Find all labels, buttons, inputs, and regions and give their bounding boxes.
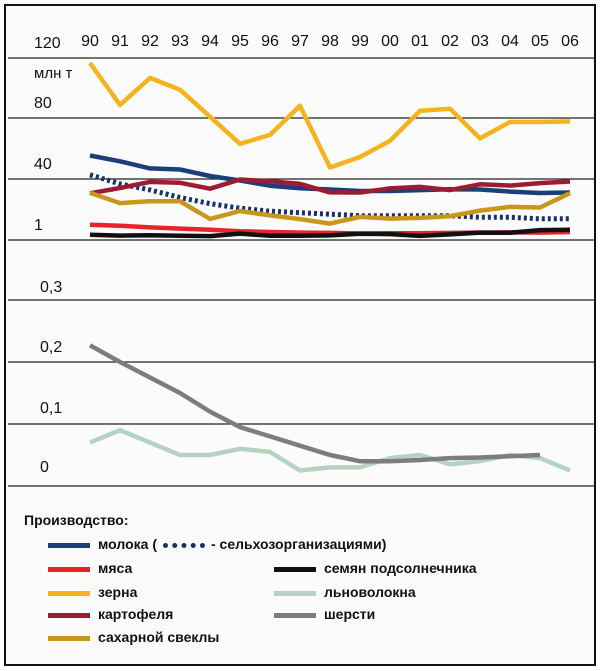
legend-item-meat: мяса bbox=[48, 560, 132, 576]
y-tick-label: 40 bbox=[34, 156, 52, 173]
y-tick-label: 120 bbox=[34, 35, 61, 52]
series-line-семян-подсолнечника bbox=[89, 227, 571, 239]
legend-label-grain: зерна bbox=[98, 584, 138, 600]
sugarbeet-swatch bbox=[48, 635, 90, 641]
x-tick-label: 06 bbox=[561, 33, 579, 50]
series-lines bbox=[88, 61, 571, 473]
x-tick-label: 91 bbox=[111, 33, 129, 50]
potato-swatch bbox=[48, 612, 90, 618]
legend-item-sugarbeet: сахарной свеклы bbox=[48, 629, 219, 645]
legend-label-potato: картофеля bbox=[98, 606, 174, 622]
axis-labels: 90 91 92 93 94 95 96 97 98 99 00 01 02 03 04 05 06120804… bbox=[34, 33, 579, 476]
wool-swatch bbox=[274, 612, 316, 618]
x-tick-label: 05 bbox=[531, 33, 549, 50]
y-tick-label: 0 bbox=[40, 459, 49, 476]
legend-title: Производство: bbox=[24, 512, 129, 528]
flax-swatch bbox=[274, 590, 316, 596]
x-tick-label: 00 bbox=[381, 33, 399, 50]
x-tick-label: 02 bbox=[441, 33, 459, 50]
legend-label-wool: шерсти bbox=[324, 606, 376, 622]
legend-item-grain: зерна bbox=[48, 584, 137, 600]
x-tick-label: 93 bbox=[171, 33, 189, 50]
series-line-молока bbox=[89, 153, 571, 196]
sunflower-swatch bbox=[274, 566, 316, 572]
legend-label-sunflower: семян подсолнечника bbox=[324, 560, 477, 576]
x-tick-label: 95 bbox=[231, 33, 249, 50]
x-tick-label: 92 bbox=[141, 33, 159, 50]
series-line-шерсти bbox=[88, 343, 541, 464]
y-tick-label: 1 bbox=[34, 217, 43, 234]
x-tick-label: 96 bbox=[261, 33, 279, 50]
grid bbox=[8, 57, 594, 487]
x-tick-label: 90 bbox=[81, 33, 99, 50]
legend-item-wool: шерсти bbox=[274, 606, 375, 622]
legend-label-sugarbeet: сахарной свеклы bbox=[98, 629, 220, 645]
legend-label-flax: льноволокна bbox=[324, 584, 416, 600]
meat-swatch bbox=[48, 566, 90, 572]
series-line-картофеля bbox=[89, 177, 571, 196]
x-tick-label: 03 bbox=[471, 33, 489, 50]
chart-frame bbox=[4, 4, 596, 666]
legend-item-milk: молока ( - сельхозорганизациями) bbox=[48, 536, 386, 552]
series-line-льноволокна bbox=[89, 427, 571, 473]
x-tick-label: 99 bbox=[351, 33, 369, 50]
x-tick-label: 98 bbox=[321, 33, 339, 50]
x-tick-label: 97 bbox=[291, 33, 309, 50]
legend-item-potato: картофеля bbox=[48, 606, 173, 622]
x-tick-label: 94 bbox=[201, 33, 219, 50]
y-tick-label: 0,3 bbox=[40, 279, 62, 296]
legend-item-flax: льноволокна bbox=[274, 584, 416, 600]
x-tick-label: 01 bbox=[411, 33, 429, 50]
milk-org-swatch bbox=[162, 542, 205, 548]
x-tick-label: 04 bbox=[501, 33, 519, 50]
legend-label-milk-org: - сельхозорганизациями) bbox=[210, 536, 387, 552]
y-tick-label: 0,1 bbox=[40, 400, 62, 417]
legend-item-sunflower: семян подсолнечника bbox=[274, 560, 477, 576]
legend-label-milk: молока ( bbox=[98, 536, 157, 552]
y-tick-label: 0,2 bbox=[40, 339, 62, 356]
grain-swatch bbox=[48, 590, 90, 596]
y-tick-label: 80 bbox=[34, 95, 52, 112]
series-line-зерна bbox=[88, 61, 571, 170]
milk-swatch bbox=[48, 542, 90, 548]
legend-label-meat: мяса bbox=[98, 560, 133, 576]
series-line-сахарной-свеклы bbox=[89, 190, 571, 226]
series-line-сельхозорганизациями bbox=[89, 172, 570, 222]
unit-label: млн т bbox=[34, 65, 73, 82]
